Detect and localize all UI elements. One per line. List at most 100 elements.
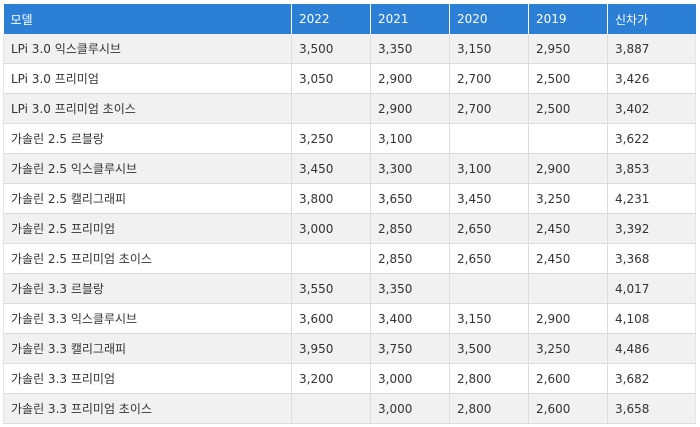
cell-new-car-price: 3,682 [607,363,696,394]
cell-2022: 3,950 [291,333,371,364]
price-table: 모델 2022 2021 2020 2019 신차가 LPi 3.0 익스클루시… [3,4,696,424]
cell-2019: 2,450 [528,213,608,244]
cell-2019 [528,273,608,304]
cell-2020 [449,123,529,154]
cell-2022: 3,500 [291,34,371,64]
table-row: 가솔린 3.3 르블랑 3,550 3,350 4,017 [3,273,696,304]
cell-model: 가솔린 3.3 익스클루시브 [3,303,292,334]
cell-2021: 2,850 [370,243,450,274]
cell-2020: 2,700 [449,93,529,124]
cell-model: 가솔린 3.3 프리미엄 [3,363,292,394]
cell-new-car-price: 3,392 [607,213,696,244]
cell-new-car-price: 3,622 [607,123,696,154]
cell-model: 가솔린 2.5 프리미엄 초이스 [3,243,292,274]
cell-model: 가솔린 2.5 르블랑 [3,123,292,154]
table-row: LPi 3.0 익스클루시브 3,500 3,350 3,150 2,950 3,887 [3,34,696,64]
cell-2021: 3,350 [370,273,450,304]
cell-new-car-price: 3,658 [607,393,696,424]
cell-new-car-price: 4,017 [607,273,696,304]
cell-model: LPi 3.0 프리미엄 [3,63,292,94]
cell-model: 가솔린 2.5 익스클루시브 [3,153,292,184]
table-row: LPi 3.0 프리미엄 초이스 2,900 2,700 2,500 3,402 [3,93,696,124]
cell-2020 [449,273,529,304]
cell-2020: 2,700 [449,63,529,94]
cell-2019: 2,450 [528,243,608,274]
cell-2022: 3,450 [291,153,371,184]
cell-2021: 3,000 [370,393,450,424]
header-2021: 2021 [370,4,450,34]
table-row: 가솔린 2.5 프리미엄 3,000 2,850 2,650 2,450 3,392 [3,213,696,244]
cell-2022 [291,393,371,424]
table-row: 가솔린 2.5 프리미엄 초이스 2,850 2,650 2,450 3,368 [3,243,696,274]
table-row: 가솔린 2.5 익스클루시브 3,450 3,300 3,100 2,900 3,853 [3,153,696,184]
cell-2022: 3,250 [291,123,371,154]
cell-2022: 3,550 [291,273,371,304]
cell-2019: 2,950 [528,34,608,64]
table-row: 가솔린 2.5 캘리그래피 3,800 3,650 3,450 3,250 4,231 [3,183,696,214]
cell-new-car-price: 3,853 [607,153,696,184]
cell-2019: 2,500 [528,93,608,124]
cell-2022: 3,200 [291,363,371,394]
cell-2022: 3,050 [291,63,371,94]
table-row: 가솔린 3.3 프리미엄 3,200 3,000 2,800 2,600 3,682 [3,363,696,394]
table-row: 가솔린 3.3 캘리그래피 3,950 3,750 3,500 3,250 4,486 [3,333,696,364]
table-body: LPi 3.0 익스클루시브 3,500 3,350 3,150 2,950 3,887 L… [3,34,696,424]
cell-2019: 2,900 [528,303,608,334]
cell-2021: 3,400 [370,303,450,334]
cell-2020: 3,450 [449,183,529,214]
cell-2020: 2,800 [449,393,529,424]
cell-model: 가솔린 2.5 프리미엄 [3,213,292,244]
table-row: LPi 3.0 프리미엄 3,050 2,900 2,700 2,500 3,426 [3,63,696,94]
cell-model: LPi 3.0 익스클루시브 [3,34,292,64]
cell-2021: 3,100 [370,123,450,154]
cell-model: 가솔린 3.3 르블랑 [3,273,292,304]
cell-model: 가솔린 3.3 캘리그래피 [3,333,292,364]
cell-new-car-price: 4,486 [607,333,696,364]
cell-2022: 3,000 [291,213,371,244]
table-header: 모델 2022 2021 2020 2019 신차가 [3,4,696,34]
cell-2019: 2,900 [528,153,608,184]
cell-2020: 3,100 [449,153,529,184]
header-2020: 2020 [449,4,529,34]
cell-2019: 2,600 [528,393,608,424]
cell-2021: 2,900 [370,93,450,124]
cell-2020: 3,150 [449,34,529,64]
cell-2019: 2,500 [528,63,608,94]
cell-new-car-price: 3,426 [607,63,696,94]
cell-model: LPi 3.0 프리미엄 초이스 [3,93,292,124]
header-2019: 2019 [528,4,608,34]
cell-2019: 3,250 [528,333,608,364]
table-row: 가솔린 2.5 르블랑 3,250 3,100 3,622 [3,123,696,154]
header-model: 모델 [3,4,292,34]
cell-2020: 3,500 [449,333,529,364]
cell-2021: 3,300 [370,153,450,184]
cell-2019: 2,600 [528,363,608,394]
cell-2019 [528,123,608,154]
cell-new-car-price: 3,368 [607,243,696,274]
header-new-car-price: 신차가 [607,4,696,34]
cell-2021: 3,000 [370,363,450,394]
cell-2022: 3,800 [291,183,371,214]
table-row: 가솔린 3.3 프리미엄 초이스 3,000 2,800 2,600 3,658 [3,393,696,424]
cell-2019: 3,250 [528,183,608,214]
cell-2021: 2,900 [370,63,450,94]
header-row: 모델 2022 2021 2020 2019 신차가 [3,4,696,34]
cell-2021: 2,850 [370,213,450,244]
cell-new-car-price: 4,108 [607,303,696,334]
cell-model: 가솔린 3.3 프리미엄 초이스 [3,393,292,424]
cell-2022 [291,243,371,274]
cell-2020: 2,650 [449,213,529,244]
table-row: 가솔린 3.3 익스클루시브 3,600 3,400 3,150 2,900 4,108 [3,303,696,334]
cell-new-car-price: 4,231 [607,183,696,214]
cell-2021: 3,750 [370,333,450,364]
header-2022: 2022 [291,4,371,34]
cell-new-car-price: 3,887 [607,34,696,64]
cell-2020: 3,150 [449,303,529,334]
cell-2020: 2,650 [449,243,529,274]
cell-2022 [291,93,371,124]
cell-2021: 3,350 [370,34,450,64]
cell-2022: 3,600 [291,303,371,334]
cell-new-car-price: 3,402 [607,93,696,124]
cell-model: 가솔린 2.5 캘리그래피 [3,183,292,214]
cell-2020: 2,800 [449,363,529,394]
